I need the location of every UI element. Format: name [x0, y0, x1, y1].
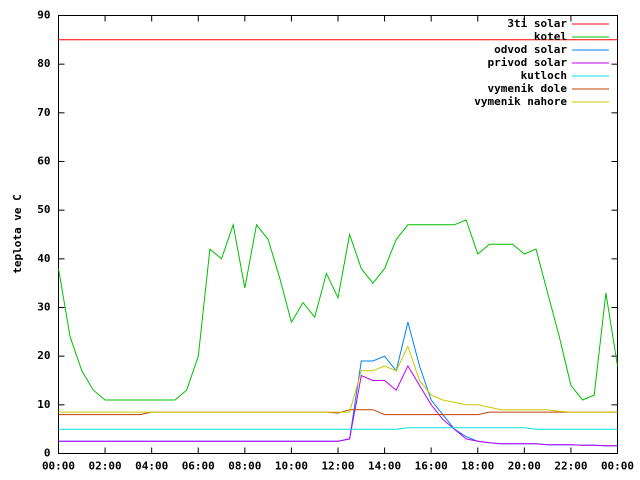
legend-label: vymenik dole	[488, 82, 568, 95]
x-tick-label: 02:00	[89, 460, 122, 473]
x-tick-label: 16:00	[415, 460, 448, 473]
y-tick-label: 50	[37, 203, 50, 216]
series-line	[58, 427, 618, 430]
legend-label: odvod solar	[494, 43, 567, 56]
series-line	[58, 364, 618, 447]
legend-label: kutloch	[521, 69, 567, 82]
legend-label: privod solar	[488, 56, 568, 69]
x-tick-label: 10:00	[275, 460, 308, 473]
legend-label: kotel	[534, 30, 567, 43]
x-tick-label: 08:00	[228, 460, 261, 473]
x-tick-label: 12:00	[321, 460, 354, 473]
x-tick-label: 20:00	[508, 460, 541, 473]
y-tick-label: 60	[37, 155, 50, 168]
y-tick-label: 20	[37, 349, 50, 362]
y-axis-label: teplota ve C	[11, 194, 24, 273]
x-tick-label: 14:00	[368, 460, 401, 473]
y-tick-label: 40	[37, 252, 50, 265]
y-tick-label: 10	[37, 398, 50, 411]
series-line	[58, 345, 618, 413]
series-line	[58, 219, 618, 401]
x-tick-label: 04:00	[135, 460, 168, 473]
y-tick-label: 30	[37, 301, 50, 314]
legend-label: 3ti solar	[507, 17, 567, 30]
y-tick-label: 90	[37, 9, 50, 22]
x-tick-label: 00:00	[42, 460, 75, 473]
x-tick-label: 06:00	[182, 460, 215, 473]
y-tick-label: 80	[37, 57, 50, 70]
x-tick-label: 00:00	[601, 460, 634, 473]
y-tick-label: 0	[44, 447, 51, 460]
y-tick-label: 70	[37, 106, 50, 119]
legend-label: vymenik nahore	[474, 95, 567, 108]
x-tick-label: 22:00	[554, 460, 587, 473]
x-tick-label: 18:00	[461, 460, 494, 473]
